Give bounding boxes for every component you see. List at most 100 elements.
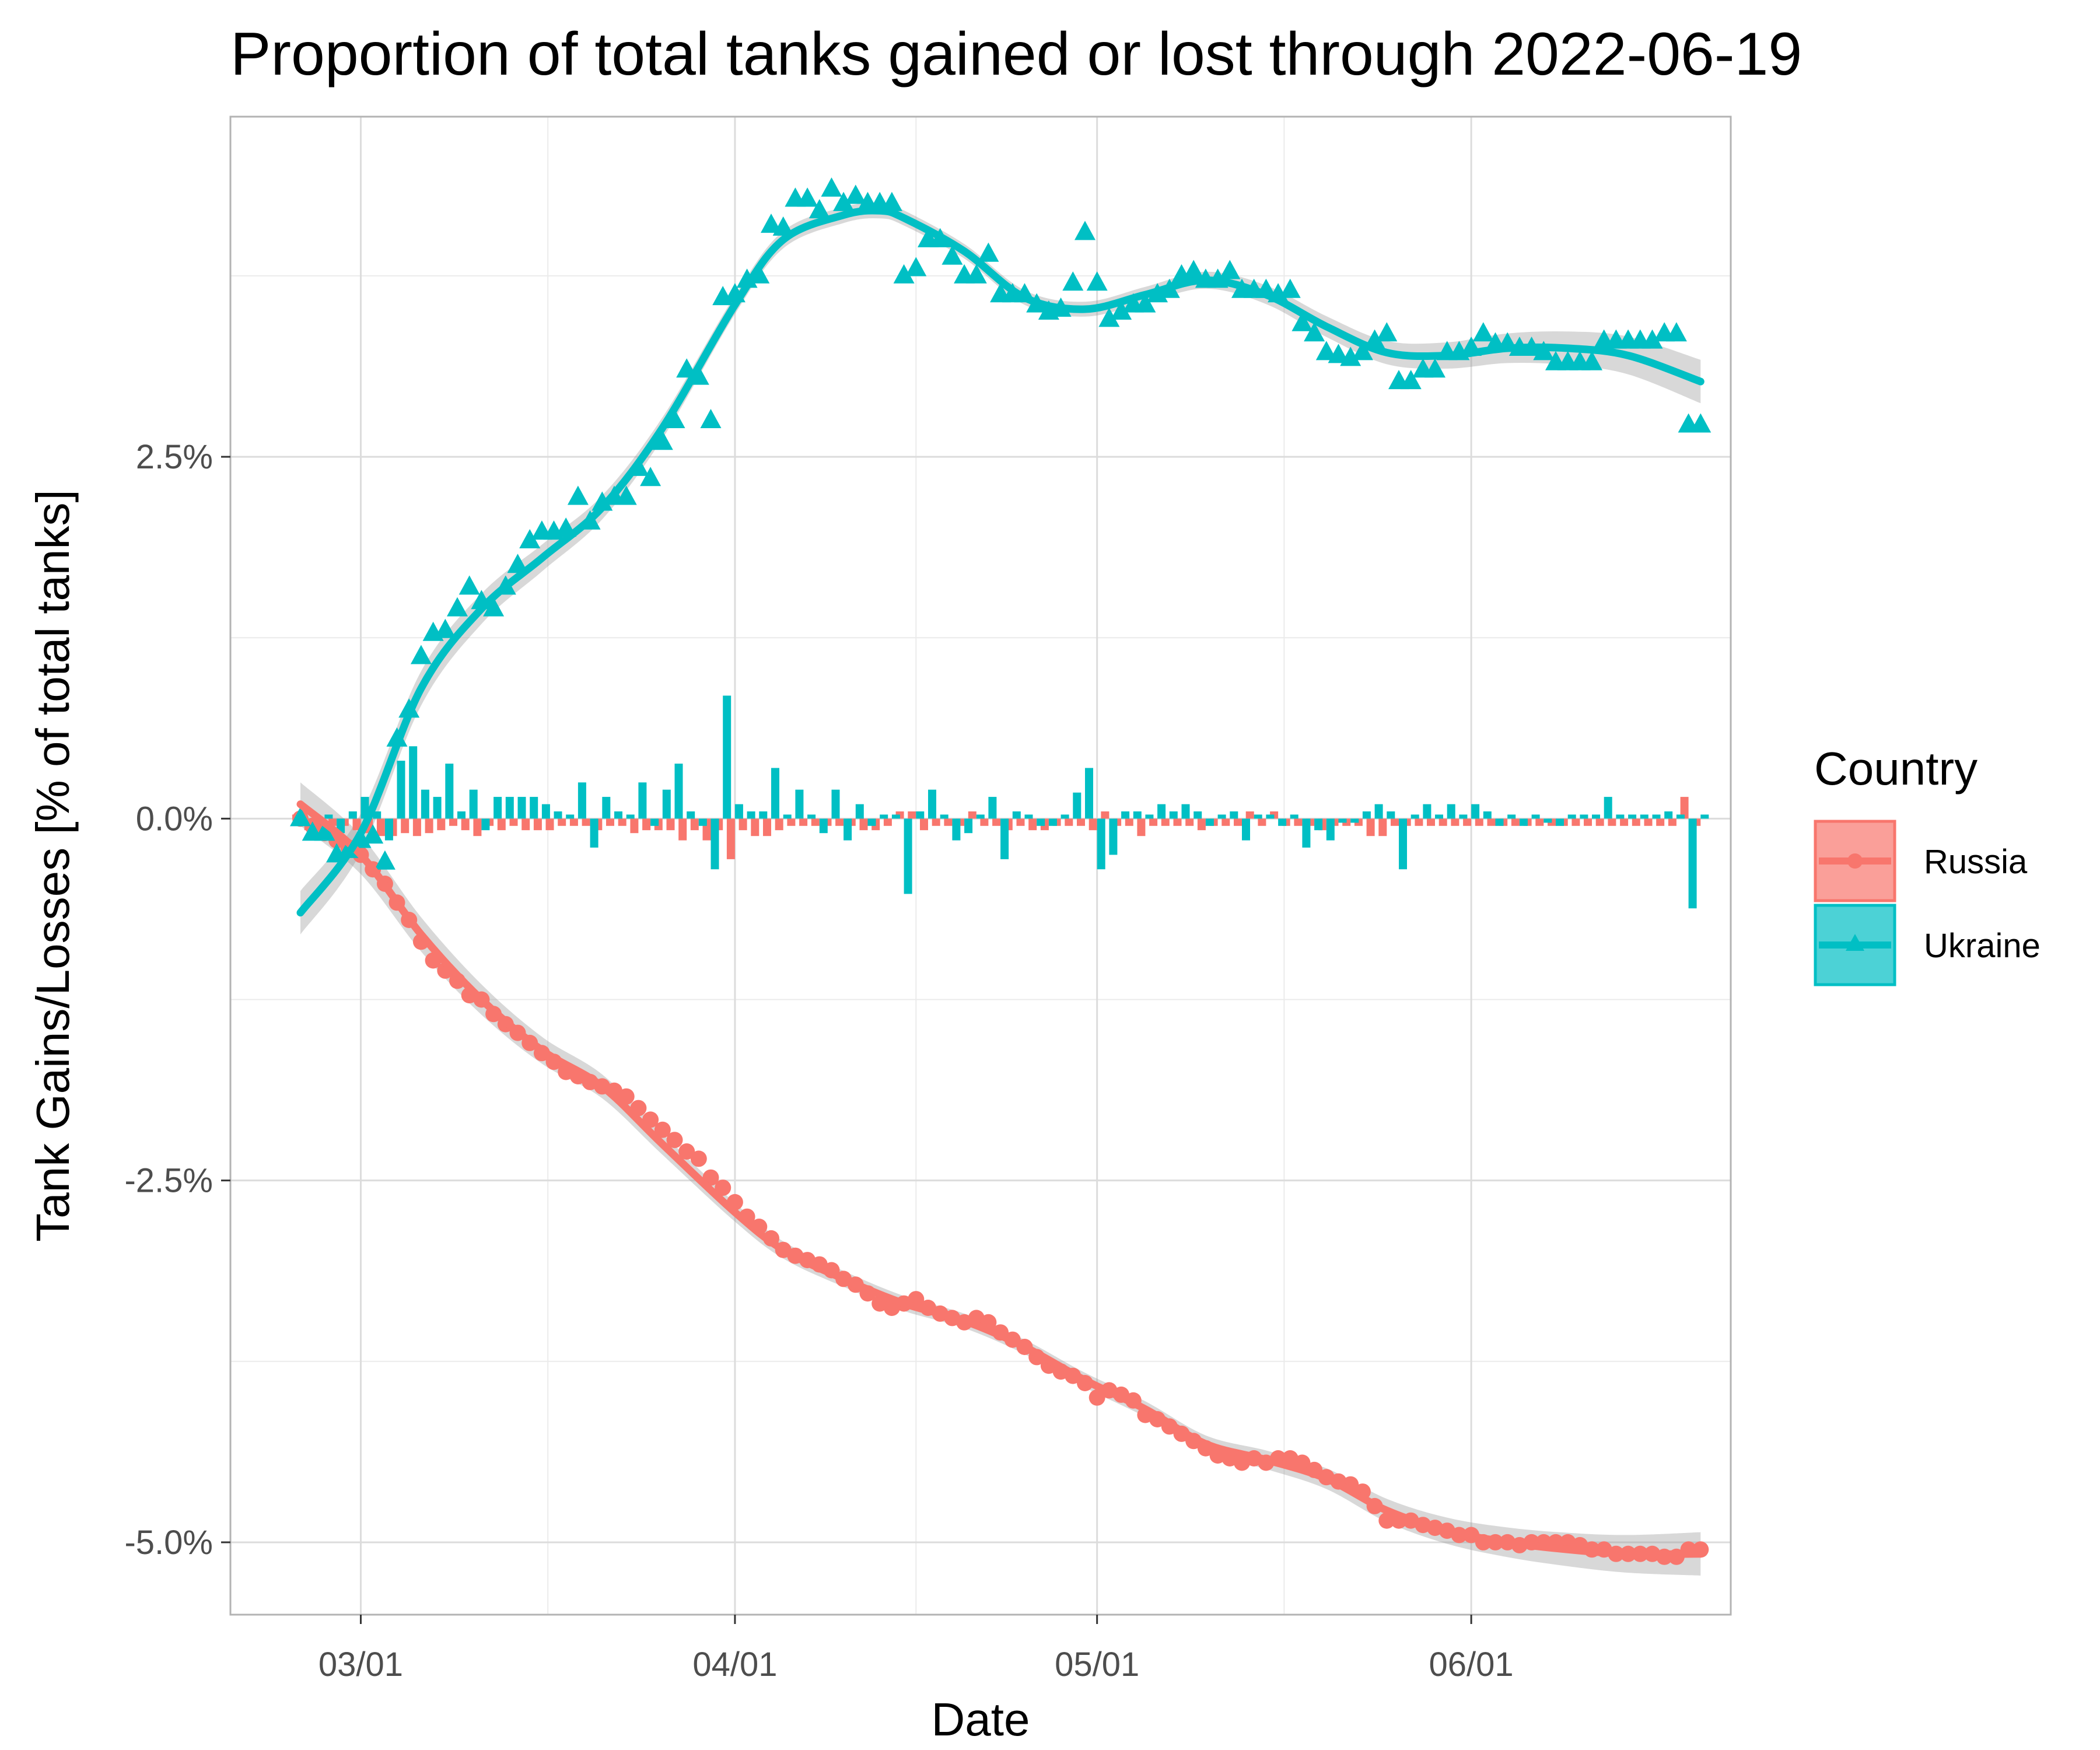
bar-ukraine bbox=[457, 811, 466, 819]
bar-ukraine bbox=[771, 768, 779, 819]
point-ukraine bbox=[772, 216, 794, 236]
point-ukraine bbox=[761, 214, 782, 233]
bar-russia bbox=[1088, 818, 1097, 831]
bar-ukraine bbox=[795, 789, 804, 819]
bar-ukraine bbox=[1000, 818, 1009, 859]
bar-ukraine bbox=[409, 746, 418, 819]
bar-ukraine bbox=[723, 695, 732, 819]
point-ukraine bbox=[881, 191, 902, 211]
bar-ukraine bbox=[1410, 814, 1419, 819]
bar-russia bbox=[582, 818, 590, 826]
bar-russia bbox=[1125, 818, 1133, 826]
bar-ukraine bbox=[1278, 818, 1287, 826]
point-ukraine bbox=[1062, 271, 1084, 291]
bar-ukraine bbox=[348, 811, 357, 819]
bar-ukraine bbox=[373, 811, 382, 819]
bar-ukraine bbox=[1387, 811, 1395, 819]
bar-russia bbox=[1245, 811, 1254, 819]
bar-ukraine bbox=[1471, 804, 1480, 819]
bar-ukraine bbox=[638, 782, 647, 819]
bar-ukraine bbox=[650, 818, 659, 826]
bar-russia bbox=[1258, 818, 1266, 826]
bar-russia bbox=[787, 818, 796, 826]
bar-ukraine bbox=[421, 789, 429, 819]
bar-russia bbox=[835, 818, 844, 826]
bar-russia bbox=[376, 818, 385, 836]
bar-ukraine bbox=[928, 789, 936, 819]
bar-ukraine bbox=[1435, 814, 1443, 819]
bar-russia bbox=[352, 818, 361, 831]
bar-ukraine bbox=[1024, 814, 1033, 819]
point-ukraine bbox=[1111, 300, 1132, 320]
bar-ukraine bbox=[855, 804, 864, 819]
bar-ukraine bbox=[602, 797, 611, 819]
bar-russia bbox=[545, 818, 554, 831]
bar-russia bbox=[1475, 818, 1483, 826]
bar-ukraine bbox=[952, 818, 961, 841]
point-ukraine bbox=[1472, 322, 1494, 342]
bar-russia bbox=[1077, 818, 1085, 826]
bar-russia bbox=[473, 818, 482, 836]
bar-ukraine bbox=[445, 764, 454, 819]
bar-ukraine bbox=[747, 811, 755, 819]
point-ukraine bbox=[808, 199, 830, 219]
bar-russia bbox=[606, 818, 614, 826]
point-ukraine bbox=[978, 242, 999, 262]
point-ukraine bbox=[1340, 346, 1362, 366]
point-ukraine bbox=[821, 177, 842, 197]
bar-ukraine bbox=[759, 811, 768, 819]
point-russia bbox=[1378, 1512, 1395, 1529]
bar-ukraine bbox=[710, 818, 719, 870]
bar-russia bbox=[1487, 818, 1496, 826]
point-ukraine bbox=[519, 529, 541, 548]
bar-ukraine bbox=[698, 818, 707, 826]
point-ukraine bbox=[459, 575, 480, 595]
bar-ukraine bbox=[494, 797, 502, 819]
bar-russia bbox=[1065, 818, 1073, 826]
bar-russia bbox=[1620, 818, 1629, 826]
bar-russia bbox=[509, 818, 518, 826]
bar-ukraine bbox=[1230, 811, 1238, 819]
legend: Country Russia Ukraine bbox=[1814, 743, 2041, 986]
bar-russia bbox=[497, 818, 506, 831]
y-axis-title: Tank Gains/Losses [% of total tanks] bbox=[27, 489, 79, 1242]
bar-ukraine bbox=[940, 814, 949, 819]
point-ukraine bbox=[362, 824, 384, 844]
bar-russia bbox=[944, 818, 953, 826]
point-ukraine bbox=[1424, 358, 1446, 378]
point-ukraine bbox=[483, 597, 505, 617]
bar-ukraine bbox=[988, 797, 997, 819]
y-tick-label: 0.0% bbox=[136, 800, 213, 838]
bar-russia bbox=[461, 818, 470, 831]
bar-russia bbox=[690, 818, 699, 831]
bar-ukraine bbox=[1350, 818, 1359, 823]
bar-russia bbox=[1391, 818, 1399, 826]
bar-ukraine bbox=[1133, 811, 1142, 819]
y-tick-label: 2.5% bbox=[136, 438, 213, 476]
bar-russia bbox=[1222, 818, 1230, 826]
bar-ukraine bbox=[1338, 818, 1347, 823]
bar-ukraine bbox=[831, 789, 840, 819]
bar-ukraine bbox=[614, 811, 622, 819]
y-axis-ticks: 2.5% 0.0% -2.5% -5.0% bbox=[124, 438, 230, 1562]
bar-ukraine bbox=[1060, 814, 1069, 819]
bar-ukraine bbox=[1447, 804, 1455, 819]
bar-russia bbox=[1294, 818, 1303, 826]
bar-ukraine bbox=[1580, 814, 1588, 819]
bar-russia bbox=[992, 818, 1001, 826]
point-ukraine bbox=[615, 485, 637, 505]
bar-russia bbox=[1668, 818, 1676, 826]
smooth-line-ukraine bbox=[296, 206, 1704, 917]
chart-title: Proportion of total tanks gained or lost… bbox=[230, 20, 1802, 88]
bar-russia bbox=[1451, 818, 1460, 826]
bar-ukraine bbox=[1037, 818, 1045, 826]
point-russia bbox=[715, 1180, 732, 1196]
bar-ukraine bbox=[844, 818, 852, 841]
point-ukraine bbox=[1581, 351, 1602, 370]
bar-ukraine bbox=[541, 804, 550, 819]
bar-ukraine bbox=[517, 797, 526, 819]
bar-ukraine bbox=[1194, 811, 1202, 819]
bar-russia bbox=[763, 818, 771, 836]
bar-ukraine bbox=[554, 811, 562, 819]
panel-border bbox=[229, 116, 1732, 1616]
